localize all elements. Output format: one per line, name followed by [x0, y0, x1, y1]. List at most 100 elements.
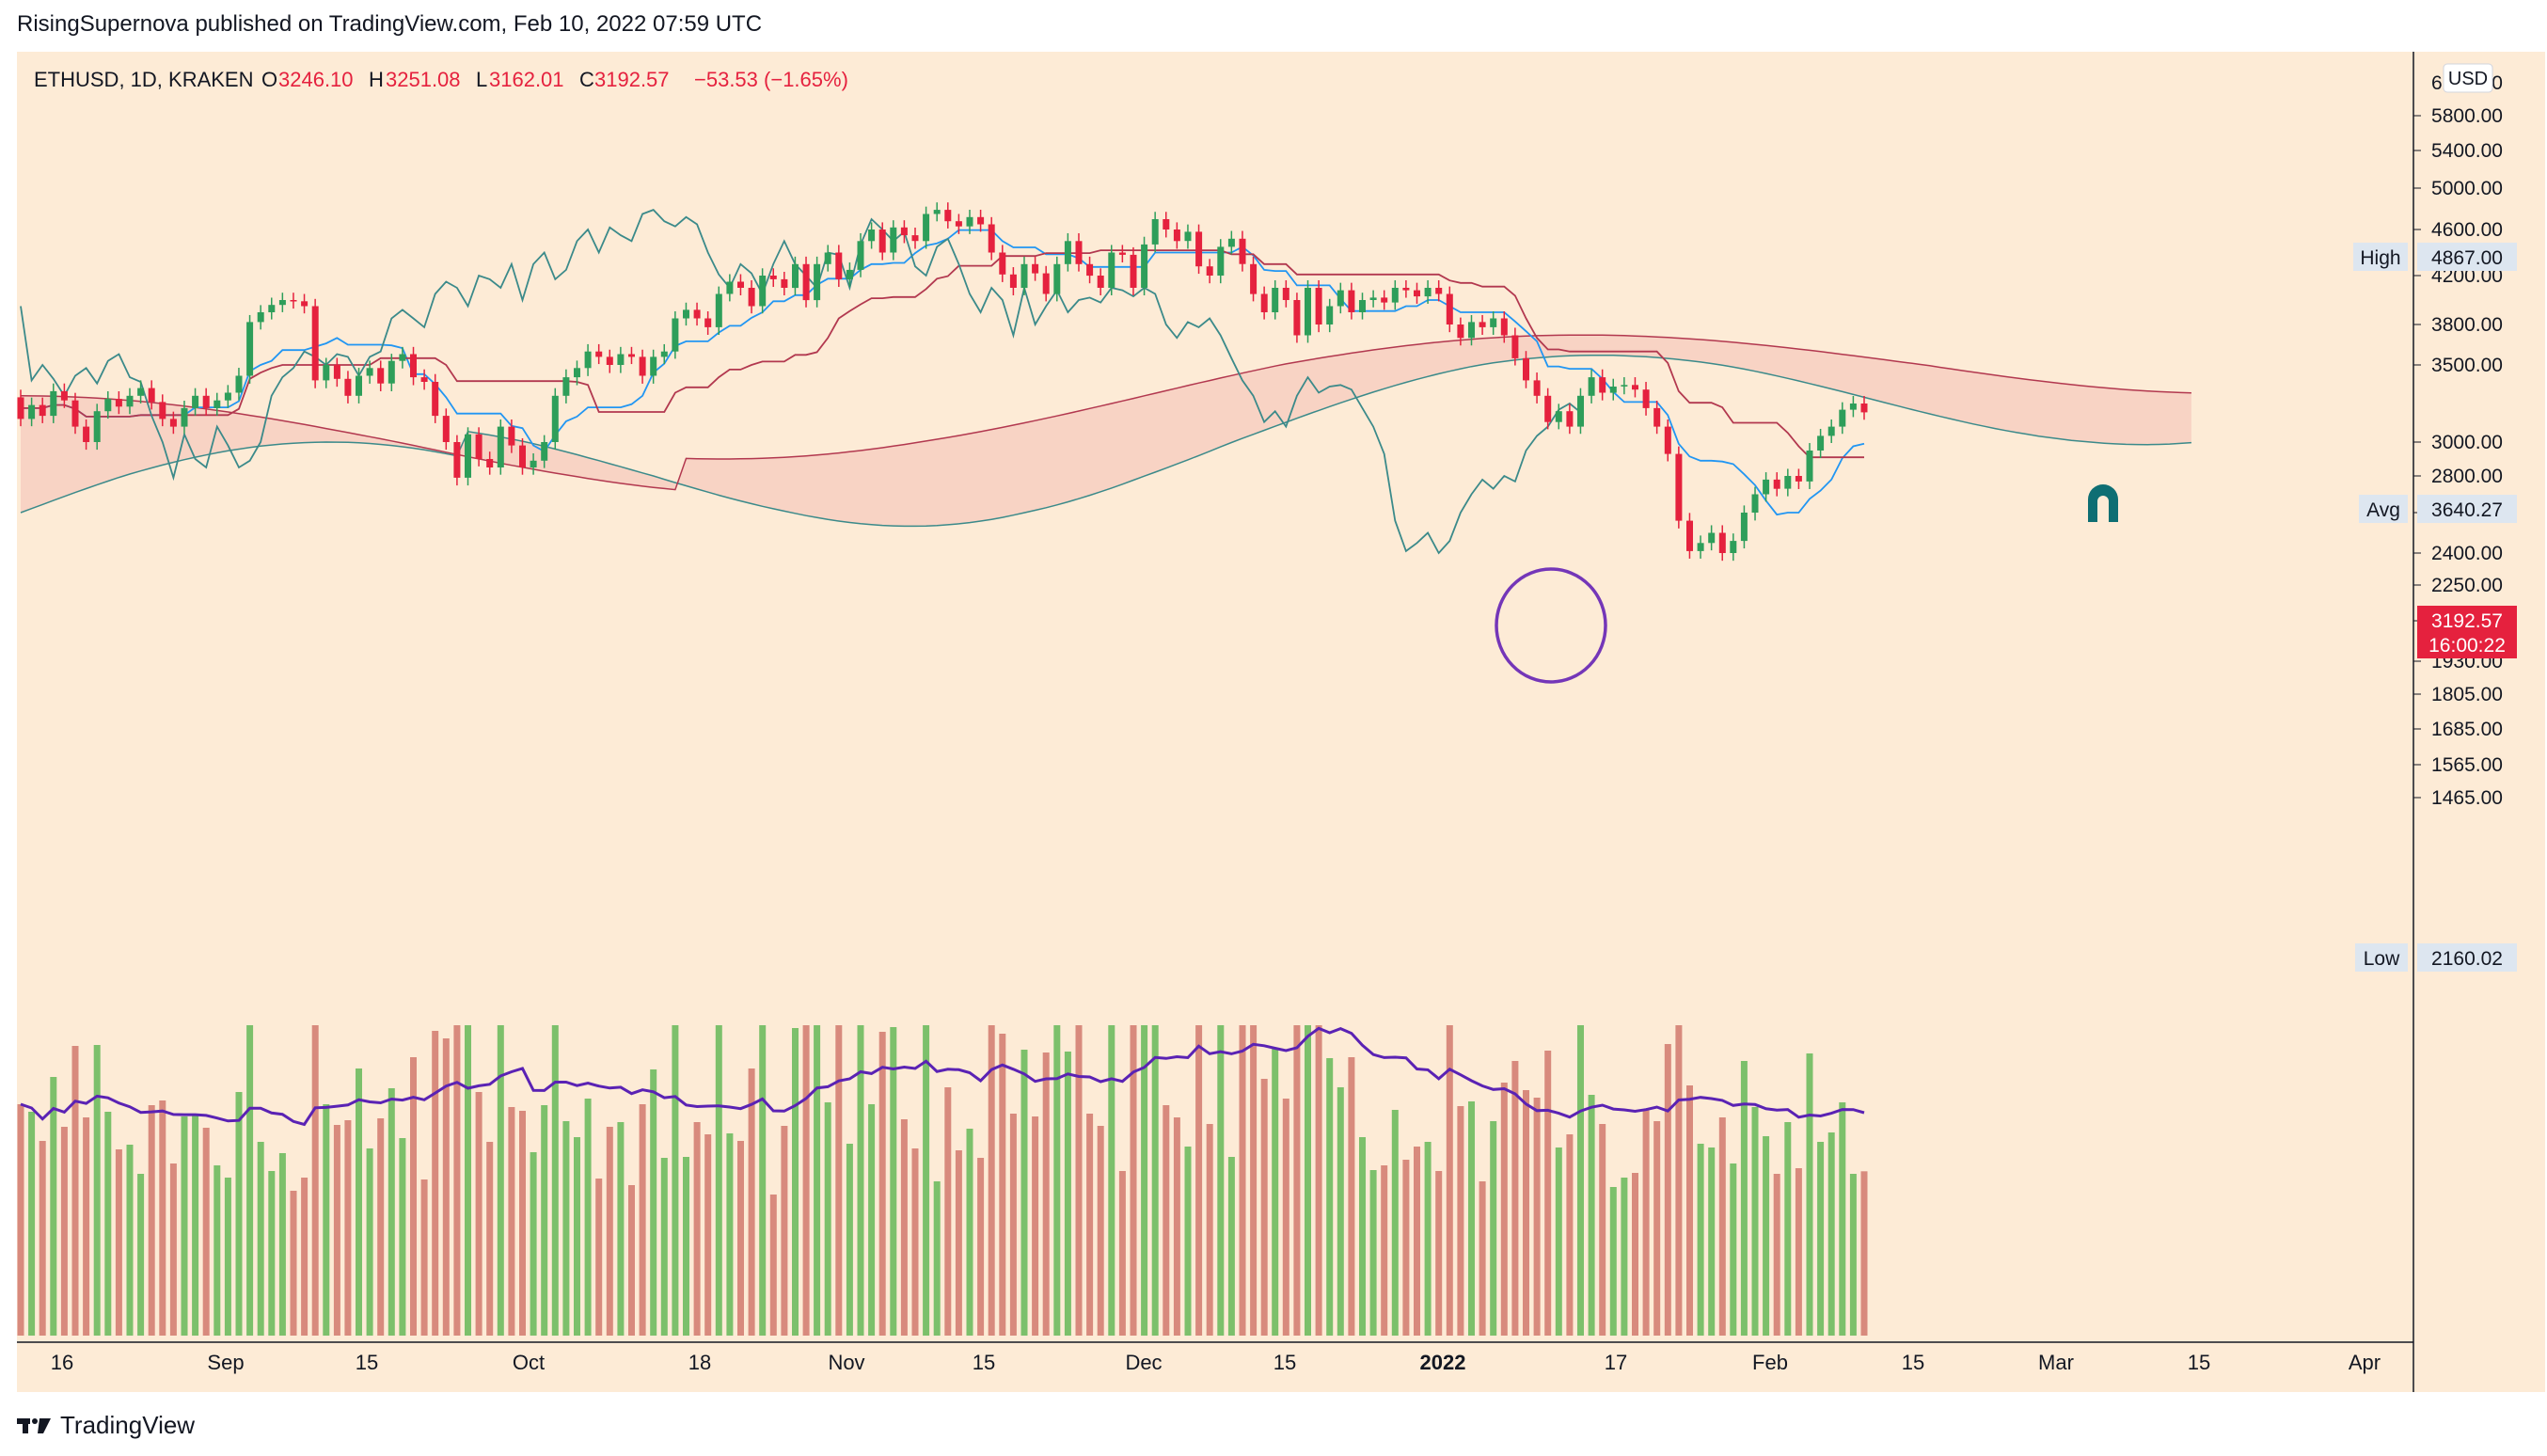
- volume-bar: [595, 1179, 603, 1336]
- volume-bar: [617, 1122, 625, 1336]
- high-label: High: [2360, 247, 2400, 269]
- volume-bar: [115, 1149, 122, 1336]
- price-tick-label: 1565.00: [2431, 754, 2503, 776]
- avg-marker: Avg 3640.27: [2359, 495, 2517, 523]
- volume-bar: [1435, 1171, 1443, 1336]
- volume-bar: [1849, 1174, 1857, 1336]
- volume-bar: [660, 1158, 668, 1336]
- candle-body: [1042, 273, 1050, 294]
- volume-bar: [1042, 1052, 1050, 1336]
- candle-body: [137, 388, 145, 396]
- candle-body: [115, 399, 122, 407]
- magnet-icon[interactable]: [2088, 484, 2118, 522]
- candle-body: [966, 216, 973, 227]
- candle-body: [377, 368, 385, 384]
- volume-bar: [1239, 1025, 1246, 1336]
- candle-body: [508, 426, 515, 446]
- volume-bar: [1697, 1144, 1704, 1336]
- volume-bar: [1839, 1102, 1846, 1336]
- candle-body: [1511, 335, 1519, 358]
- candle-body: [1032, 263, 1039, 274]
- volume-bar: [988, 1025, 995, 1336]
- candle-body: [268, 305, 276, 312]
- candle-body: [1108, 252, 1115, 288]
- candle-body: [1195, 231, 1203, 267]
- candle-body: [60, 390, 68, 401]
- candle-body: [1239, 238, 1246, 264]
- volume-bar: [1511, 1061, 1519, 1336]
- candle-body: [1402, 288, 1410, 291]
- candle-body: [1609, 387, 1617, 393]
- volume-bar: [900, 1119, 908, 1336]
- volume-bar: [1533, 1098, 1541, 1336]
- candle-body: [1359, 300, 1366, 312]
- candle-body: [202, 395, 210, 408]
- low-label: Low: [2364, 948, 2400, 970]
- candle-body: [1784, 476, 1792, 489]
- volume-bar: [1282, 1099, 1289, 1336]
- volume-bar: [781, 1126, 788, 1336]
- volume-bar: [944, 1087, 952, 1336]
- candle-body: [1599, 377, 1606, 393]
- candle-body: [814, 263, 821, 301]
- volume-bar: [1523, 1090, 1529, 1336]
- volume-bar: [1490, 1121, 1497, 1336]
- volume-bar: [268, 1171, 276, 1336]
- price-tick-label: 2800.00: [2431, 466, 2503, 487]
- candle-body: [1250, 263, 1258, 294]
- volume-bar: [301, 1178, 308, 1336]
- candle-body: [955, 221, 962, 227]
- time-axis[interactable]: 16 Sep 15 Oct 18 Nov 15 Dec 15 2022 17 Feb 15 Mar 15 Ap…: [51, 1351, 2381, 1374]
- candle-body: [104, 399, 112, 412]
- volume-bar: [1784, 1122, 1792, 1336]
- candle-body: [1806, 451, 1813, 482]
- candle-body: [1020, 263, 1028, 289]
- volume-bar: [1272, 1049, 1279, 1336]
- time-tick-label: Mar: [2038, 1351, 2074, 1374]
- candle-body: [1479, 322, 1486, 327]
- tenkan-line: [21, 229, 1865, 516]
- time-tick-label: Feb: [1752, 1351, 1788, 1374]
- candle-body: [311, 306, 319, 381]
- candle-body: [769, 276, 777, 279]
- volume-bar: [1730, 1163, 1737, 1336]
- currency-badge[interactable]: USD: [2443, 63, 2493, 93]
- candle-body: [1817, 435, 1825, 451]
- candle-body: [1173, 229, 1180, 242]
- candles: [17, 202, 1868, 562]
- volume-bar: [181, 1116, 188, 1336]
- volume-bar: [148, 1105, 155, 1336]
- candle-body: [1708, 532, 1716, 544]
- candle-body: [1206, 266, 1213, 276]
- price-tick-label: 1685.00: [2431, 719, 2503, 740]
- legend-low-label: L: [476, 68, 487, 91]
- volume-bar: [399, 1138, 406, 1336]
- candle-body: [846, 269, 853, 279]
- volume-bar: [1479, 1181, 1486, 1336]
- volume-bar: [1577, 1025, 1584, 1336]
- volume-bar: [1075, 1025, 1083, 1336]
- candle-body: [551, 395, 559, 442]
- candle-body: [737, 281, 744, 288]
- volume-bar: [333, 1125, 340, 1336]
- volume-bar: [1664, 1044, 1671, 1336]
- volume-bar: [1227, 1157, 1235, 1336]
- volume-bar: [202, 1128, 210, 1336]
- candle-body: [639, 356, 646, 376]
- candle-body: [650, 356, 657, 376]
- candle-body: [1086, 263, 1094, 277]
- price-tick-label: 1465.00: [2431, 787, 2503, 809]
- time-tick-label: 15: [2188, 1351, 2210, 1374]
- candle-body: [726, 281, 734, 294]
- volume-bar: [257, 1142, 264, 1336]
- volume-bar: [39, 1141, 46, 1336]
- time-tick-label: Sep: [207, 1351, 244, 1374]
- candle-body: [323, 365, 330, 381]
- time-tick-label: 15: [356, 1351, 378, 1374]
- volume-bar: [235, 1092, 243, 1336]
- footer-brand[interactable]: TradingView: [17, 1411, 195, 1440]
- volume-bar: [311, 1025, 319, 1336]
- legend-open: 3246.10: [278, 68, 354, 91]
- candle-body: [683, 309, 689, 319]
